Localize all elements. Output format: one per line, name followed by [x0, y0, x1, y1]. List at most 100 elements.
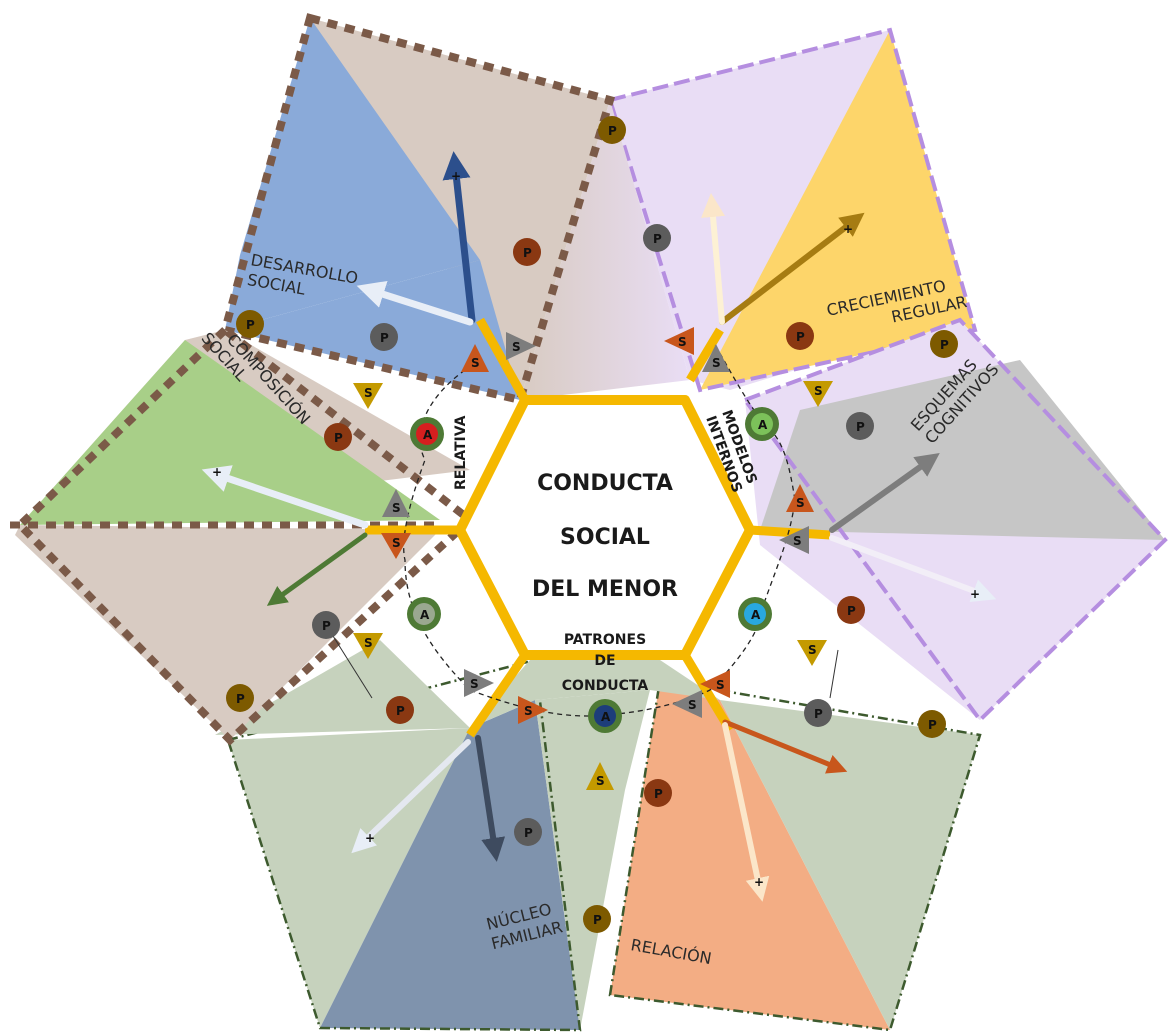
- svg-text:P: P: [654, 787, 663, 801]
- svg-text:P: P: [814, 707, 823, 721]
- svg-text:A: A: [758, 418, 768, 432]
- svg-text:PATRONES: PATRONES: [564, 632, 646, 648]
- s-triangle: S: [353, 383, 383, 409]
- svg-text:P: P: [796, 330, 805, 344]
- s-triangle: S: [672, 690, 702, 718]
- p-circle: P: [644, 779, 672, 807]
- svg-text:A: A: [423, 428, 433, 442]
- center-title-line-3: DEL MENOR: [532, 577, 678, 602]
- svg-text:P: P: [847, 604, 856, 618]
- svg-text:P: P: [380, 331, 389, 345]
- s-triangle: S: [506, 332, 536, 360]
- svg-text:P: P: [856, 420, 865, 434]
- svg-text:S: S: [814, 384, 823, 398]
- svg-text:S: S: [364, 636, 373, 650]
- plus-sign-right: +: [970, 587, 980, 601]
- s-triangle: S: [586, 762, 614, 790]
- petal-bottom-left: [226, 658, 650, 1032]
- a-node: A: [410, 417, 444, 451]
- svg-text:P: P: [396, 704, 405, 718]
- p-circle: P: [598, 116, 626, 144]
- center-title-line-1: CONDUCTA: [537, 471, 673, 496]
- svg-text:P: P: [653, 232, 662, 246]
- center-hexagon: [365, 317, 831, 738]
- s-triangle: S: [461, 344, 489, 372]
- s-triangle: S: [464, 669, 494, 697]
- svg-text:P: P: [236, 692, 245, 706]
- svg-text:A: A: [751, 608, 761, 622]
- svg-text:P: P: [246, 318, 255, 332]
- s-triangle: S: [702, 344, 730, 372]
- s-triangle: S: [797, 640, 827, 666]
- a-nodes: A A A A A: [407, 407, 779, 733]
- a-node: A: [588, 699, 622, 733]
- svg-text:P: P: [524, 826, 533, 840]
- svg-text:S: S: [596, 774, 605, 788]
- s-triangle: S: [700, 670, 730, 698]
- svg-text:P: P: [940, 338, 949, 352]
- svg-text:S: S: [364, 386, 373, 400]
- svg-text:S: S: [796, 496, 805, 510]
- s-triangle: S: [786, 484, 814, 512]
- p-circle: P: [236, 310, 264, 338]
- p-circle: P: [226, 684, 254, 712]
- svg-text:S: S: [688, 698, 697, 712]
- arrow-desarrollo-up: [442, 151, 476, 324]
- petal-top-right: [607, 27, 978, 393]
- plus-sign-top: +: [451, 169, 461, 183]
- svg-text:A: A: [601, 710, 611, 724]
- s-triangle: S: [779, 526, 809, 554]
- p-circle: P: [370, 323, 398, 351]
- svg-text:S: S: [808, 643, 817, 657]
- center-title-line-2: SOCIAL: [560, 525, 650, 550]
- p-circle: P: [786, 322, 814, 350]
- a-node: A: [407, 597, 441, 631]
- s-triangle: S: [381, 533, 411, 559]
- svg-text:P: P: [523, 246, 532, 260]
- p-circle: P: [513, 238, 541, 266]
- plus-sign-left: +: [212, 465, 222, 479]
- p-circle: P: [312, 611, 340, 639]
- svg-text:S: S: [392, 536, 401, 550]
- svg-text:A: A: [420, 608, 430, 622]
- hex-label-patrones: PATRONES DE CONDUCTA: [562, 632, 649, 694]
- p-circle: P: [804, 699, 832, 727]
- s-triangle: S: [664, 327, 694, 355]
- p-circle: P: [583, 905, 611, 933]
- svg-text:P: P: [334, 431, 343, 445]
- s-triangle: S: [803, 381, 833, 407]
- plus-markers: + + + + + +: [212, 169, 980, 889]
- plus-sign-bottom-right: +: [754, 875, 764, 889]
- a-node: A: [738, 597, 772, 631]
- p-circle: P: [837, 596, 865, 624]
- arrows: [201, 151, 997, 902]
- plus-sign-top-right: +: [843, 222, 853, 236]
- svg-text:S: S: [470, 677, 479, 691]
- s-triangle: S: [353, 633, 383, 659]
- s-triangle: S: [382, 489, 410, 517]
- svg-text:DE: DE: [594, 653, 615, 669]
- s-markers: S S S S S S S S S S S S S S S S S: [353, 327, 833, 790]
- svg-text:S: S: [524, 704, 533, 718]
- p-circle: P: [514, 818, 542, 846]
- a-node: A: [745, 407, 779, 441]
- svg-text:S: S: [392, 501, 401, 515]
- p-circle: P: [386, 696, 414, 724]
- p-circle: P: [324, 423, 352, 451]
- s-triangle: S: [518, 696, 548, 724]
- p-circle: P: [918, 710, 946, 738]
- svg-text:S: S: [512, 340, 521, 354]
- svg-text:S: S: [471, 356, 480, 370]
- petal-left: [10, 324, 477, 746]
- p-circle: P: [846, 412, 874, 440]
- connection-ring: [403, 344, 796, 717]
- plus-sign-bottom-left: +: [365, 831, 375, 845]
- svg-text:P: P: [322, 619, 331, 633]
- p-circle: P: [930, 330, 958, 358]
- p-circle: P: [643, 224, 671, 252]
- svg-text:S: S: [716, 678, 725, 692]
- svg-text:CONDUCTA: CONDUCTA: [562, 678, 649, 694]
- svg-text:P: P: [593, 913, 602, 927]
